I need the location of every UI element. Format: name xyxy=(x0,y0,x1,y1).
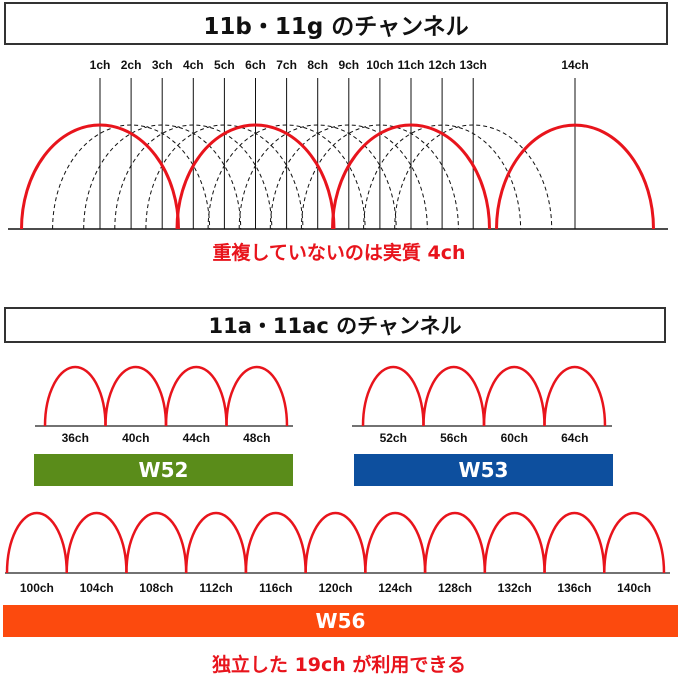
channel-label-2ch: 2ch xyxy=(121,58,142,72)
channel-label-136ch: 136ch xyxy=(557,581,591,595)
channel-label-140ch: 140ch xyxy=(617,581,651,595)
dashed-arc-4ch xyxy=(114,124,273,230)
dashed-arc-2ch xyxy=(52,124,211,230)
band-w52: W52 xyxy=(34,454,293,486)
dashed-arc-13ch xyxy=(394,124,553,230)
channel-label-56ch: 56ch xyxy=(440,431,467,445)
red-arc-11ch xyxy=(331,123,491,230)
channel-label-128ch: 128ch xyxy=(438,581,472,595)
channel-label-124ch: 124ch xyxy=(378,581,412,595)
red-arc-56ch xyxy=(422,365,486,427)
channel-label-112ch: 112ch xyxy=(199,581,232,595)
red-arc-132ch xyxy=(483,511,546,574)
dashed-arc-5ch xyxy=(145,124,304,230)
channel-label-9ch: 9ch xyxy=(338,58,359,72)
channel-label-116ch: 116ch xyxy=(259,581,292,595)
red-arc-6ch xyxy=(175,123,336,230)
red-arc-1ch xyxy=(20,123,180,230)
red-arc-124ch xyxy=(364,511,427,574)
channel-label-6ch: 6ch xyxy=(245,58,266,72)
channel-label-44ch: 44ch xyxy=(183,431,210,445)
dashed-arc-8ch xyxy=(238,124,397,230)
channel-label-48ch: 48ch xyxy=(243,431,270,445)
red-arc-128ch xyxy=(423,511,487,574)
red-arc-14ch xyxy=(495,123,655,230)
red-arc-40ch xyxy=(104,365,168,427)
red-arc-36ch xyxy=(43,365,107,427)
channel-label-36ch: 36ch xyxy=(62,431,89,445)
red-arc-140ch xyxy=(603,511,666,574)
channel-label-8ch: 8ch xyxy=(307,58,328,72)
red-arc-44ch xyxy=(164,365,228,427)
channel-label-4ch: 4ch xyxy=(183,58,204,72)
dashed-arc-9ch xyxy=(269,124,428,230)
channel-label-10ch: 10ch xyxy=(366,58,393,72)
band-w53: W53 xyxy=(354,454,613,486)
channel-label-100ch: 100ch xyxy=(20,581,54,595)
band-w56: W56 xyxy=(3,605,678,637)
red-arc-120ch xyxy=(304,511,367,574)
channel-label-7ch: 7ch xyxy=(276,58,297,72)
dashed-arc-12ch xyxy=(363,124,522,230)
red-arc-48ch xyxy=(225,365,289,427)
channel-label-1ch: 1ch xyxy=(90,58,111,72)
channel-label-3ch: 3ch xyxy=(152,58,173,72)
channel-label-64ch: 64ch xyxy=(561,431,588,445)
section-title-11bg: 11b・11g のチャンネル xyxy=(4,2,668,45)
dashed-arc-7ch xyxy=(207,124,366,230)
channel-label-132ch: 132ch xyxy=(498,581,532,595)
section-title-11a-ac: 11a・11ac のチャンネル xyxy=(4,307,666,343)
channel-label-13ch: 13ch xyxy=(460,58,487,72)
red-arc-104ch xyxy=(65,511,128,574)
note-overlap: 重複していないのは実質 4ch xyxy=(212,242,466,264)
red-arc-136ch xyxy=(543,511,606,574)
channel-label-120ch: 120ch xyxy=(318,581,352,595)
red-arc-52ch xyxy=(361,365,425,427)
red-arc-64ch xyxy=(543,365,607,427)
red-arc-100ch xyxy=(5,511,68,574)
dashed-arc-10ch xyxy=(300,124,459,230)
channel-label-12ch: 12ch xyxy=(428,58,455,72)
channel-label-5ch: 5ch xyxy=(214,58,235,72)
channel-label-11ch: 11ch xyxy=(398,58,425,72)
note-independent: 独立した 19ch が利用できる xyxy=(211,654,467,676)
red-arc-108ch xyxy=(125,511,188,574)
channel-label-40ch: 40ch xyxy=(122,431,149,445)
channel-label-108ch: 108ch xyxy=(139,581,173,595)
red-arc-60ch xyxy=(482,365,546,427)
channel-label-60ch: 60ch xyxy=(501,431,528,445)
channel-label-104ch: 104ch xyxy=(80,581,114,595)
red-arc-116ch xyxy=(244,511,307,574)
dashed-arc-3ch xyxy=(83,124,242,230)
red-arc-112ch xyxy=(184,511,248,574)
channel-label-14ch: 14ch xyxy=(561,58,588,72)
channel-label-52ch: 52ch xyxy=(380,431,407,445)
